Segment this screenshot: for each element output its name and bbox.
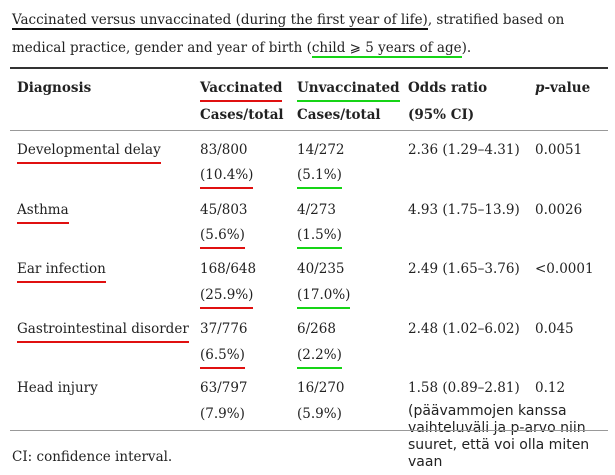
row-diagnosis: Gastrointestinal disorder: [17, 320, 189, 343]
header-odds-ci: (95% CI): [408, 107, 475, 123]
row-unvac-cases: 40/235: [297, 261, 345, 277]
header-diagnosis: Diagnosis: [17, 80, 92, 96]
row-vac-cases: 83/800: [200, 142, 248, 158]
row-vac-pct: (7.9%): [200, 406, 245, 422]
row-odds: 1.58 (0.89–2.81): [408, 380, 520, 396]
row-p: 0.0051: [535, 142, 583, 158]
header-vaccinated: Vaccinated: [200, 79, 283, 102]
row-vac-pct: (5.6%): [200, 226, 245, 249]
row-odds: 4.93 (1.75–13.9): [408, 202, 520, 218]
row-p: 0.045: [535, 321, 574, 337]
row-vac-pct: (6.5%): [200, 346, 245, 369]
row-p: 0.12: [535, 380, 566, 396]
row-unvac-pct: (17.0%): [297, 286, 351, 309]
header-unvaccinated-sub: Cases/total: [297, 107, 381, 123]
row-vac-cases: 45/803: [200, 202, 248, 218]
row-diagnosis: Developmental delay: [17, 141, 161, 164]
row-vac-pct: (10.4%): [200, 166, 254, 189]
header-p-value: p-value: [535, 80, 591, 96]
row-unvac-pct: (5.1%): [297, 166, 342, 189]
footnote: CI: confidence interval.: [12, 449, 173, 465]
row-unvac-cases: 6/268: [297, 321, 336, 337]
row-unvac-cases: 16/270: [297, 380, 345, 396]
row-vac-cases: 168/648: [200, 261, 257, 277]
row-diagnosis: Asthma: [17, 201, 69, 224]
caption-stratified: , stratified based on medical practice, …: [12, 12, 565, 56]
row-unvac-pct: (1.5%): [297, 226, 342, 249]
caption-vaccinated-vs-unvaccinated: Vaccinated versus unvaccinated: [12, 12, 232, 30]
caption-end: ).: [461, 40, 472, 56]
caption-age: child ⩾ 5 years of age: [311, 40, 462, 58]
table-bottom-rule: [10, 430, 608, 431]
row-p: <0.0001: [535, 261, 594, 277]
header-vaccinated-sub: Cases/total: [200, 107, 284, 123]
row-unvac-cases: 4/273: [297, 202, 336, 218]
table-header-rule: [10, 130, 608, 131]
row-diagnosis: Ear infection: [17, 260, 106, 283]
handwritten-annotation: (päävammojen kanssa vaihteluväli ja p-ar…: [408, 403, 590, 470]
row-diagnosis: Head injury: [17, 380, 98, 396]
row-odds: 2.36 (1.29–4.31): [408, 142, 520, 158]
table-caption: Vaccinated versus unvaccinated (during t…: [12, 6, 607, 62]
row-p: 0.0026: [535, 202, 583, 218]
header-odds-ratio: Odds ratio: [408, 80, 488, 96]
row-odds: 2.48 (1.02–6.02): [408, 321, 520, 337]
row-vac-pct: (25.9%): [200, 286, 254, 309]
row-vac-cases: 63/797: [200, 380, 248, 396]
row-unvac-pct: (2.2%): [297, 346, 342, 369]
row-vac-cases: 37/776: [200, 321, 248, 337]
header-unvaccinated: Unvaccinated: [297, 79, 400, 102]
row-odds: 2.49 (1.65–3.76): [408, 261, 520, 277]
row-unvac-cases: 14/272: [297, 142, 345, 158]
row-unvac-pct: (5.9%): [297, 406, 342, 422]
table-top-rule: [10, 67, 608, 69]
caption-first-year: (during the first year of life): [231, 12, 428, 30]
